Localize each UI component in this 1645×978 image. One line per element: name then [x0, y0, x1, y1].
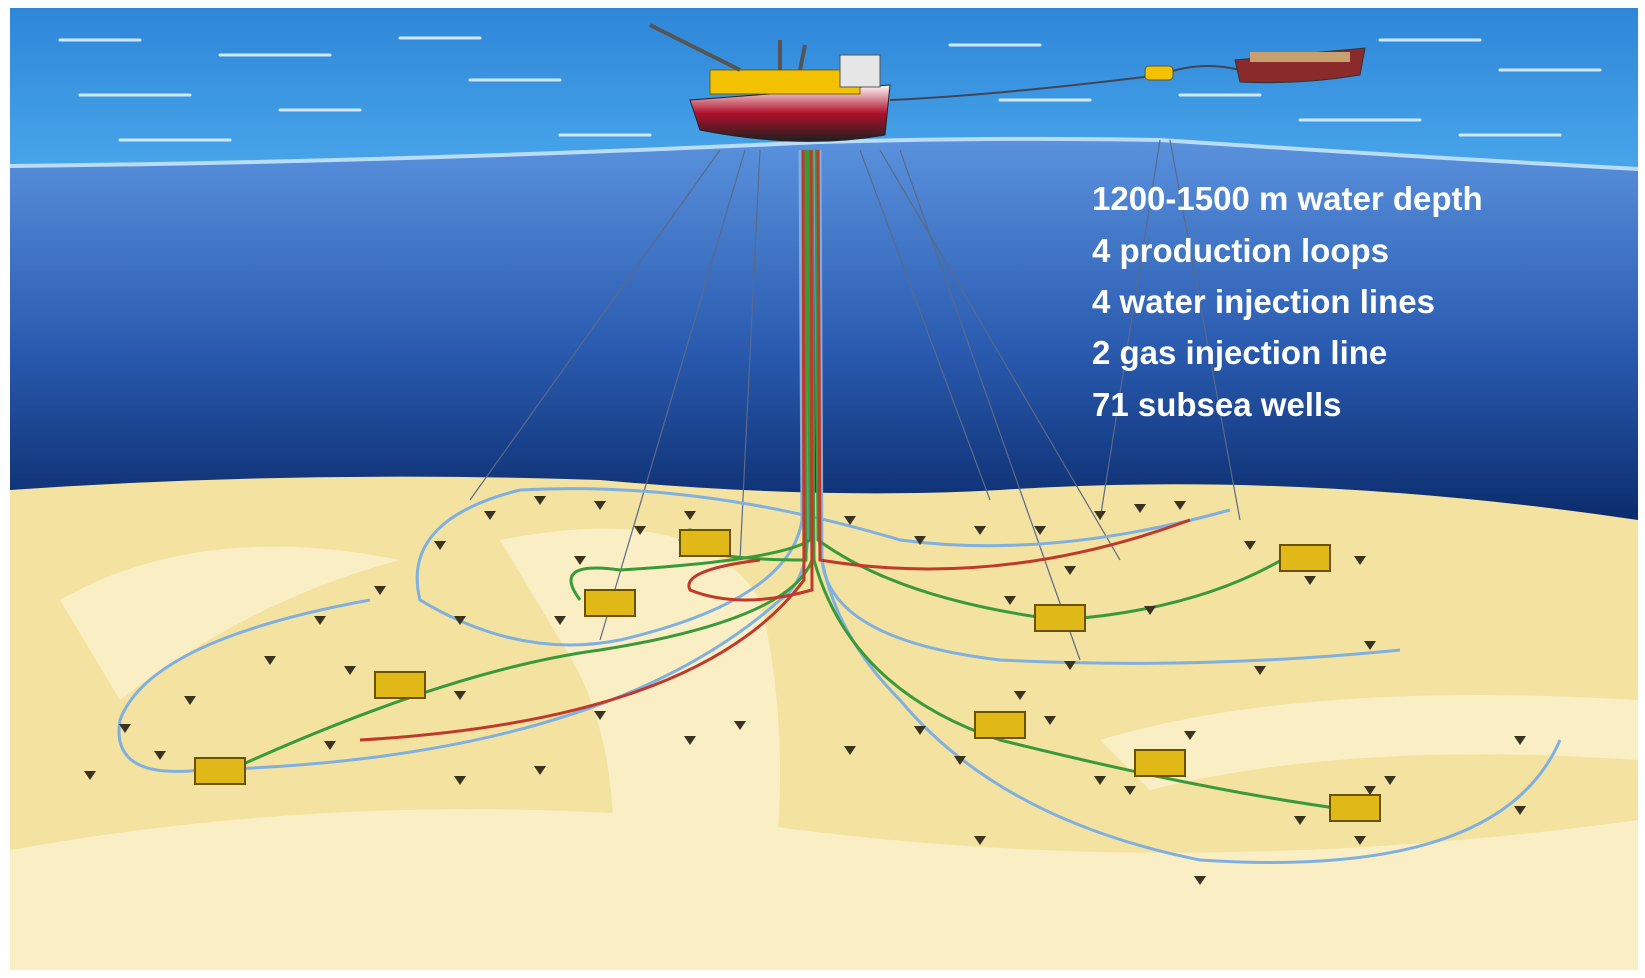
well	[734, 721, 746, 730]
well	[1304, 576, 1316, 585]
well	[1184, 731, 1196, 740]
well	[374, 586, 386, 595]
well	[844, 516, 856, 525]
well	[1134, 504, 1146, 513]
well	[1044, 716, 1056, 725]
well	[1014, 691, 1026, 700]
well	[1354, 556, 1366, 565]
well	[1144, 606, 1156, 615]
well	[1094, 776, 1106, 785]
well	[1124, 786, 1136, 795]
well	[1034, 526, 1046, 535]
well	[534, 766, 546, 775]
well	[454, 691, 466, 700]
annotation: 4 production loops	[1092, 232, 1389, 269]
fpso	[649, 23, 891, 142]
waves	[58, 36, 1602, 142]
annotation: 71 subsea wells	[1092, 386, 1341, 423]
well	[434, 541, 446, 550]
well	[1514, 806, 1526, 815]
well	[1354, 836, 1366, 845]
field-facts: 1200-1500 m water depth 4 production loo…	[1092, 180, 1483, 423]
well	[119, 724, 131, 733]
mooring-lines	[469, 139, 1241, 661]
well	[454, 776, 466, 785]
deep-water	[10, 136, 1638, 520]
well	[1194, 876, 1206, 885]
well	[84, 771, 96, 780]
buoy-and-shuttle-tanker	[889, 47, 1366, 101]
well	[844, 746, 856, 755]
waterline	[9, 136, 1639, 171]
well	[264, 656, 276, 665]
well	[154, 751, 166, 760]
well	[1174, 501, 1186, 510]
well	[684, 511, 696, 520]
well	[974, 526, 986, 535]
annotation: 4 water injection lines	[1092, 283, 1435, 320]
well	[534, 496, 546, 505]
well	[344, 666, 356, 675]
well	[324, 741, 336, 750]
well	[1004, 596, 1016, 605]
well	[554, 616, 566, 625]
well	[974, 836, 986, 845]
well	[184, 696, 196, 705]
annotation: 2 gas injection line	[1092, 334, 1387, 371]
well	[454, 616, 466, 625]
well	[1384, 776, 1396, 785]
well	[594, 501, 606, 510]
well	[954, 756, 966, 765]
well	[1094, 511, 1106, 520]
well	[1244, 541, 1256, 550]
well	[314, 616, 326, 625]
well	[634, 526, 646, 535]
well	[1364, 641, 1376, 650]
well	[594, 711, 606, 720]
well	[1294, 816, 1306, 825]
manifolds	[194, 529, 1381, 822]
well	[1254, 666, 1266, 675]
well	[1064, 661, 1076, 670]
annotation: 1200-1500 m water depth	[1092, 180, 1483, 217]
well	[574, 556, 586, 565]
subsea-wells	[84, 496, 1526, 885]
well	[684, 736, 696, 745]
sand-highlights	[10, 528, 1638, 970]
well	[484, 511, 496, 520]
well	[1064, 566, 1076, 575]
well	[1364, 786, 1376, 795]
well	[914, 726, 926, 735]
flowlines	[117, 149, 1562, 864]
well	[914, 536, 926, 545]
well	[1514, 736, 1526, 745]
